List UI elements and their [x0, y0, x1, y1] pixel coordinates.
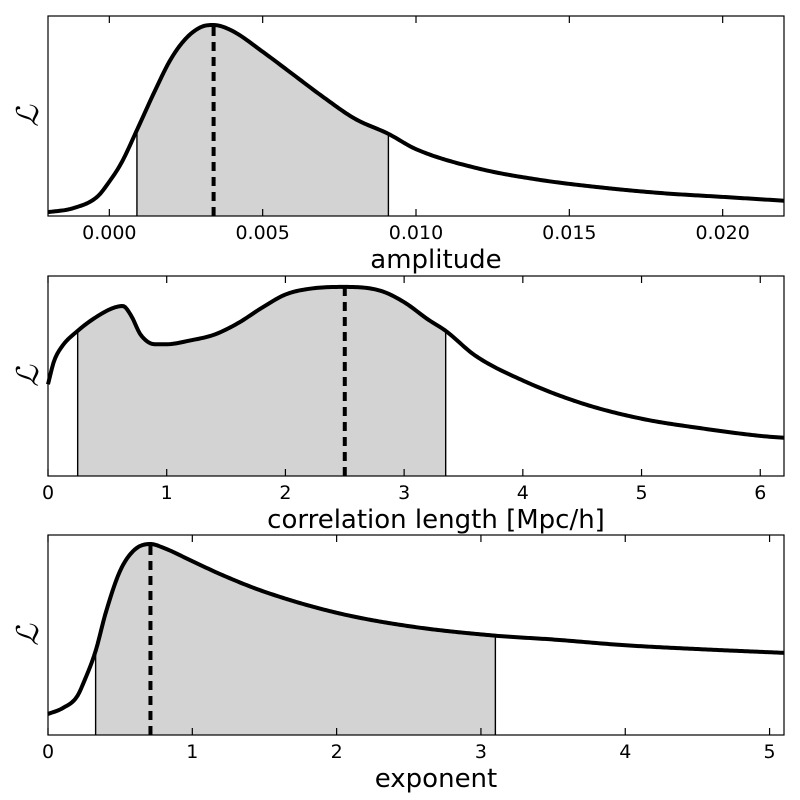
marks — [47, 23, 785, 216]
x-axis: 0 1 2 3 4 5 — [42, 535, 776, 763]
credible-interval-fill — [136, 25, 389, 216]
x-tick-label: 4 — [517, 482, 529, 504]
x-tick-label: 0.005 — [235, 222, 289, 244]
x-tick-label: 3 — [398, 482, 410, 504]
credible-interval-fill — [95, 544, 496, 735]
plot-frame — [47, 275, 785, 477]
x-tick-label: 5 — [764, 741, 776, 763]
likelihood-curve — [47, 542, 785, 716]
plot-frame — [47, 534, 785, 736]
x-axis-label: exponent — [375, 764, 497, 794]
x-tick-label: 4 — [619, 741, 631, 763]
x-tick-label: 0.010 — [389, 222, 443, 244]
shaded-interval — [136, 25, 390, 216]
shaded-interval — [76, 286, 447, 476]
x-tick-label: 0 — [42, 741, 54, 763]
panel-exponent: 0 1 2 3 4 5 exponent ℒ — [11, 534, 785, 794]
x-tick-label: 2 — [279, 482, 291, 504]
x-tick-label: 0 — [42, 482, 54, 504]
x-tick-label: 2 — [331, 741, 343, 763]
x-tick-label: 1 — [161, 482, 173, 504]
x-tick-label: 0.020 — [695, 222, 749, 244]
marks — [46, 284, 785, 476]
x-axis: 0 1 2 3 4 5 6 — [42, 276, 766, 504]
panel-correlation-length: 0 1 2 3 4 5 6 correlation length [Mpc/h] ℒ — [11, 275, 785, 535]
x-tick-label: 1 — [186, 741, 198, 763]
likelihood-curve — [46, 284, 785, 440]
x-tick-label: 3 — [475, 741, 487, 763]
x-axis-label: correlation length [Mpc/h] — [267, 505, 605, 535]
x-axis: 0.000 0.005 0.010 0.015 0.020 — [82, 16, 750, 244]
marks — [47, 542, 785, 735]
x-axis-label: amplitude — [370, 245, 501, 275]
x-tick-label: 6 — [754, 482, 766, 504]
shaded-interval — [94, 544, 497, 735]
likelihood-curve — [47, 23, 785, 215]
panel-amplitude: 0.000 0.005 0.010 0.015 0.020 amplitude ℒ — [11, 15, 785, 275]
y-axis-label: ℒ — [11, 364, 46, 387]
x-tick-label: 5 — [636, 482, 648, 504]
y-axis-label: ℒ — [11, 104, 46, 127]
x-tick-label: 0.000 — [82, 222, 136, 244]
x-tick-label: 0.015 — [542, 222, 596, 244]
credible-interval-fill — [77, 286, 446, 476]
y-axis-label: ℒ — [11, 623, 46, 646]
